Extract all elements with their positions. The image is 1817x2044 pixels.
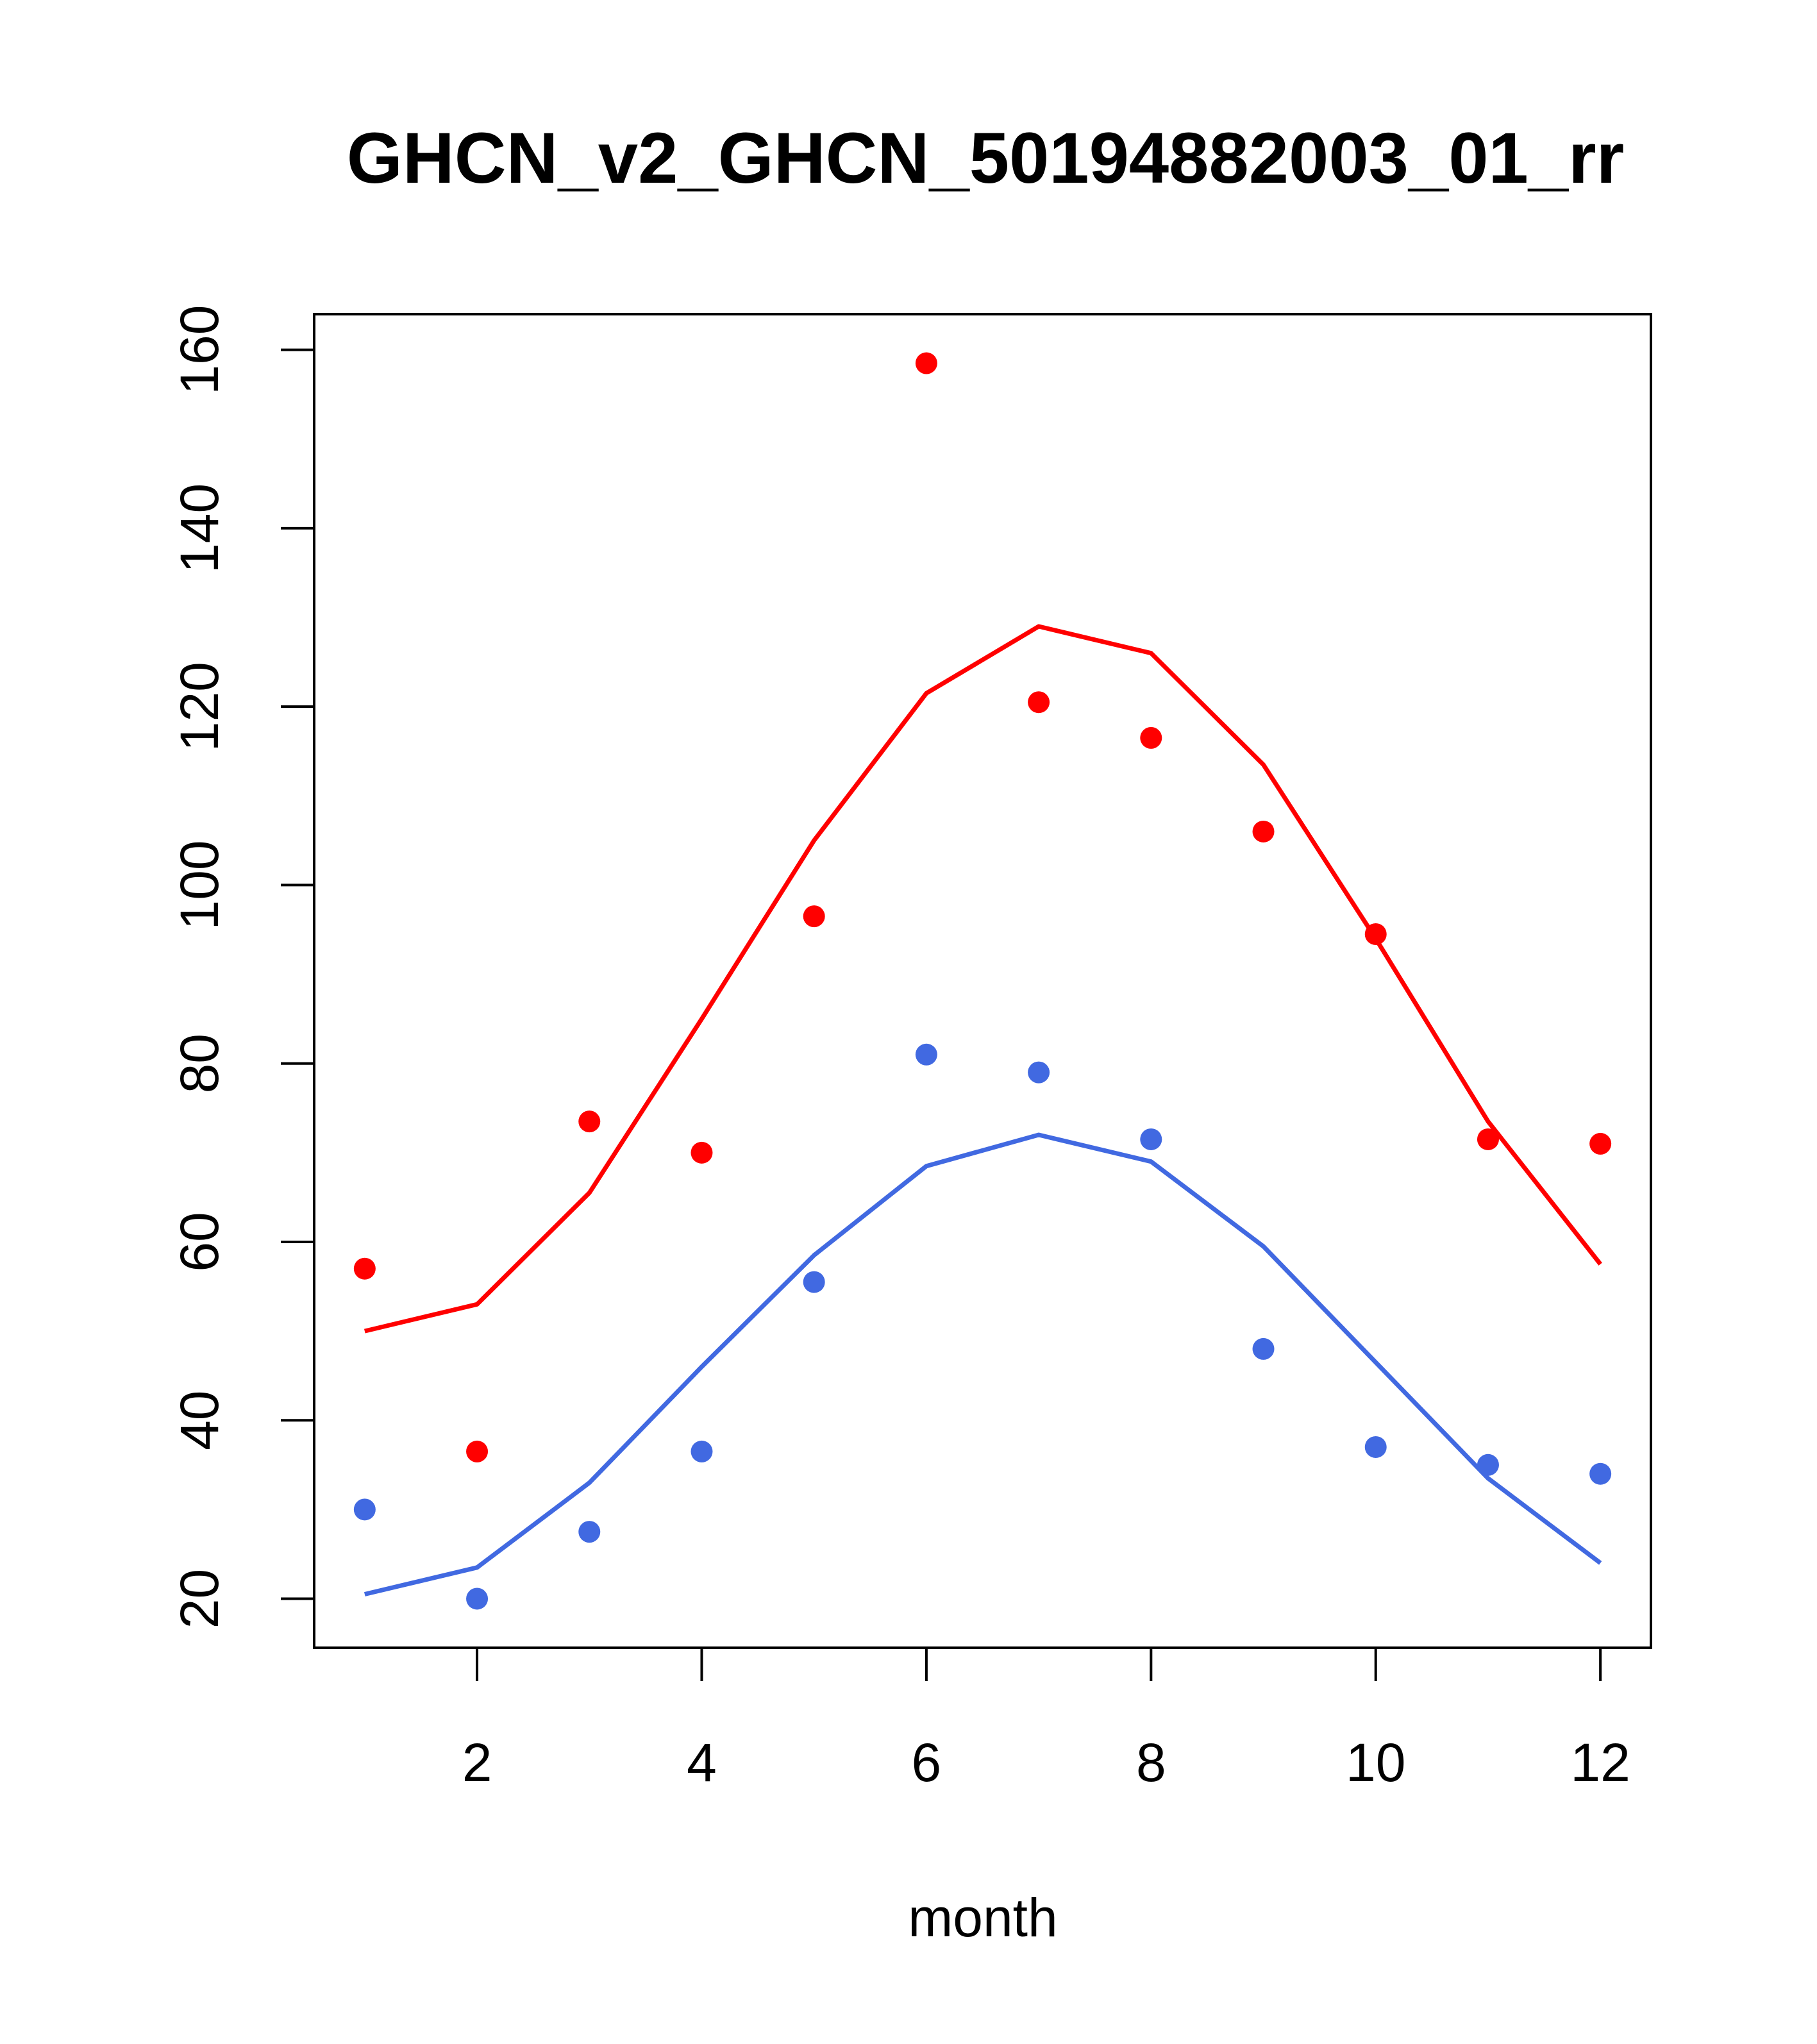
series-0-point (353, 1257, 376, 1280)
x-tick-label: 2 (462, 1732, 492, 1793)
series-0-point (466, 1440, 489, 1462)
x-tick-label: 4 (687, 1732, 717, 1793)
y-tick-label: 140 (169, 483, 230, 573)
y-tick-label: 40 (169, 1390, 230, 1450)
x-axis-label: month (908, 1888, 1057, 1948)
x-tick-label: 6 (912, 1732, 942, 1793)
x-tick-label: 8 (1136, 1732, 1166, 1793)
series-1-point (915, 1043, 937, 1066)
y-tick-label: 60 (169, 1212, 230, 1271)
x-tick-label: 12 (1570, 1732, 1630, 1793)
series-0-point (1477, 1128, 1499, 1150)
x-tick-label: 10 (1346, 1732, 1405, 1793)
series-1-point (353, 1498, 376, 1521)
series-0-point (1589, 1132, 1612, 1155)
series-0-point (803, 905, 825, 928)
series-1-point (803, 1271, 825, 1293)
series-0-point (578, 1110, 601, 1133)
series-1-line (364, 1132, 1602, 1596)
series-1-point (1140, 1128, 1162, 1150)
series-1-point (1477, 1453, 1499, 1476)
series-0-point (1028, 691, 1050, 714)
plot-frame (313, 313, 1652, 1649)
series-1-point (578, 1521, 601, 1543)
plot-series (353, 352, 1612, 1610)
y-tick-label: 100 (169, 840, 230, 930)
series-0-point (1252, 820, 1275, 842)
series-0-point (691, 1141, 713, 1164)
y-tick-label: 80 (169, 1034, 230, 1093)
y-axis: 20 40 60 80 100 120 140 160 (169, 305, 315, 1629)
series-0-point (915, 352, 937, 374)
x-axis: 2 4 6 8 10 12 (462, 1646, 1630, 1793)
series-1-point (1028, 1061, 1050, 1084)
series-1-point (691, 1440, 713, 1462)
series-1-point (466, 1587, 489, 1610)
series-0-point (1140, 726, 1162, 749)
series-1-point (1589, 1462, 1612, 1485)
chart-title: GHCN_v2_GHCN_50194882003_01_rr (347, 118, 1624, 198)
y-tick-label: 20 (169, 1569, 230, 1629)
series-0-point (1364, 923, 1387, 945)
y-tick-label: 120 (169, 662, 230, 751)
series-0-line (364, 624, 1602, 1334)
series-1-point (1252, 1337, 1275, 1360)
series-1-point (1364, 1436, 1387, 1458)
y-tick-label: 160 (169, 305, 230, 395)
